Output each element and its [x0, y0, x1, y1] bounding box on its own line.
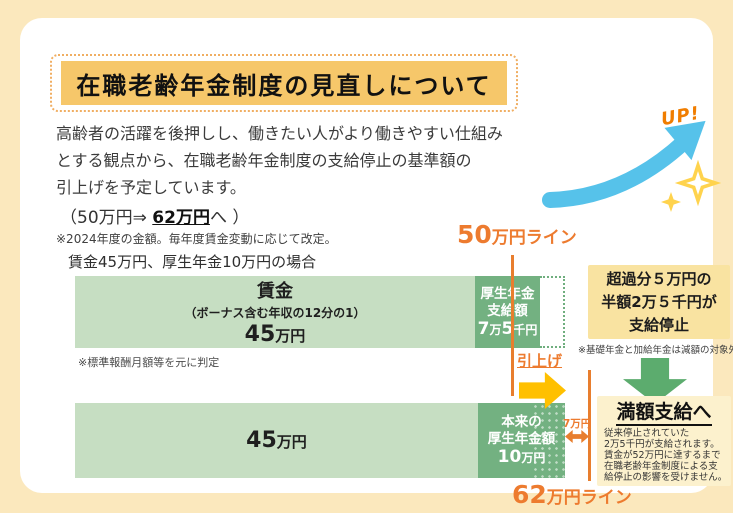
content-card: 在職老齢年金制度の見直しについて 高齢者の活躍を後押しし、働きたい人がより働きや… [20, 18, 733, 509]
range-highlight: 62万円 [152, 208, 210, 228]
page-title: 在職老齢年金制度の見直しについて [61, 61, 507, 105]
bar1-pension-amount: 7万5千円 [478, 320, 538, 339]
threshold-62-number: 62 [512, 480, 547, 509]
up-swoosh-arrow [542, 120, 722, 212]
gap-double-arrow-icon [565, 430, 589, 443]
intro-paragraph: 高齢者の活躍を後押しし、働きたい人がより働きやすい仕組み とする観点から、在職老… [56, 120, 503, 201]
full-payment-title: 満額支給へ [604, 400, 724, 426]
gap-amount-label: 7万円 [563, 418, 592, 430]
sparkle-icon-small [661, 192, 681, 212]
bar2-wage-unit: 万円 [276, 433, 307, 451]
restored-portion-pattern [531, 403, 565, 478]
threshold-62-unit: 万円ライン [546, 488, 632, 508]
full-body-line-4: 在職老齢年金制度による支 [604, 461, 718, 472]
threshold-62-line [588, 370, 591, 481]
stop-line-2: 半額2万５千円が [601, 292, 717, 311]
bar1-wage-amount: 45万円 [245, 322, 306, 347]
bar1-pension-unit2: 千円 [513, 322, 538, 337]
bar1-pension-line1: 厚生年金 [480, 285, 535, 302]
stop-line-3: 支給停止 [628, 315, 689, 334]
bar1-pension-num2: 5 [501, 318, 514, 339]
bar1-pension-num1: 7 [477, 318, 490, 339]
full-payment-body: 従来停止されていた 2万5千円が支給されます。 賃金が52万円に達するまで 在職… [604, 428, 728, 483]
bar2-wage-segment: 45万円 [75, 403, 478, 478]
bar2-pension-number: 10 [497, 447, 522, 467]
intro-line-3: 引上げを予定しています。 [56, 178, 246, 197]
swoosh-body [542, 134, 692, 208]
bar1-pension-unit1: 万 [489, 322, 502, 337]
bar2-wage-number: 45 [246, 428, 277, 453]
full-payment-box: 満額支給へ 従来停止されていた 2万5千円が支給されます。 賃金が52万円に達す… [597, 396, 731, 486]
bar1-note: ※標準報酬月額等を元に判定 [78, 356, 220, 369]
threshold-50-line [511, 255, 514, 396]
threshold-50-label: 50万円ライン [457, 220, 577, 249]
range-suffix: へ ） [209, 208, 250, 228]
bar1-pension-segment: 厚生年金 支給額 7万5千円 [475, 276, 540, 348]
bar2-pension-line2: 厚生年金額 [487, 431, 556, 447]
suspension-exception-note: ※基礎年金と加給年金は減額の対象外 [578, 345, 733, 356]
bar-before-revision: 賃金 （ボーナス含む年収の12分の1） 45万円 厚生年金 支給額 7万5千円 [75, 276, 565, 348]
bar2-wage-amount: 45万円 [246, 428, 307, 453]
full-body-line-5: 給停止の影響を受けません。 [604, 472, 728, 483]
threshold-50-number: 50 [457, 220, 492, 249]
bar1-wage-title: 賃金 [257, 281, 293, 302]
full-payment-title-text: 満額支給へ [616, 401, 712, 426]
bar1-wage-unit: 万円 [275, 327, 306, 345]
threshold-change-line: （50万円⇒ 62万円へ ） [60, 203, 249, 228]
bar2-pension-line1: 本来の [501, 414, 542, 430]
full-body-line-1: 従来停止されていた [604, 428, 690, 439]
bar2-pension-amount: 10万円 [498, 448, 546, 467]
sparkle-icon-large [674, 159, 722, 207]
case-example-label: 賃金45万円、厚生年金10万円の場合 [68, 253, 317, 271]
intro-line-2: とする観点から、在職老齢年金制度の支給停止の基準額の [56, 151, 472, 170]
bar1-pension-line2: 支給額 [487, 302, 528, 319]
intro-line-1: 高齢者の活躍を後押しし、働きたい人がより働きやすい仕組み [56, 124, 503, 143]
fiscal-year-note: ※2024年度の金額。毎年度賃金変動に応じて改定。 [56, 232, 337, 246]
stop-line-1: 超過分５万円の [606, 269, 712, 288]
bar2-pension-segment: 本来の 厚生年金額 10万円 [478, 403, 565, 478]
bar2-pension-unit: 万円 [521, 451, 546, 465]
bar1-wage-number: 45 [244, 322, 276, 347]
bar-after-revision: 45万円 本来の 厚生年金額 10万円 [75, 403, 565, 478]
threshold-62-label: 62万円ライン [512, 480, 632, 509]
bar1-wage-subtitle: （ボーナス含む年収の12分の1） [184, 306, 366, 320]
full-body-line-3: 賃金が52万円に達するまで [604, 450, 721, 461]
raise-label: 引上げ [517, 352, 563, 370]
swoosh-arrowhead [664, 120, 706, 161]
threshold-50-unit: 万円ライン [491, 228, 577, 248]
title-dotted-frame: 在職老齢年金制度の見直しについて [50, 54, 518, 112]
bar1-stopped-portion-ghost [540, 276, 565, 348]
range-prefix: （50万円⇒ [60, 208, 153, 228]
suspension-summary-box: 超過分５万円の 半額2万５千円が 支給停止 [588, 265, 730, 339]
full-body-line-2: 2万5千円が支給されます。 [604, 439, 720, 450]
bar1-wage-segment: 賃金 （ボーナス含む年収の12分の1） 45万円 [75, 276, 475, 348]
